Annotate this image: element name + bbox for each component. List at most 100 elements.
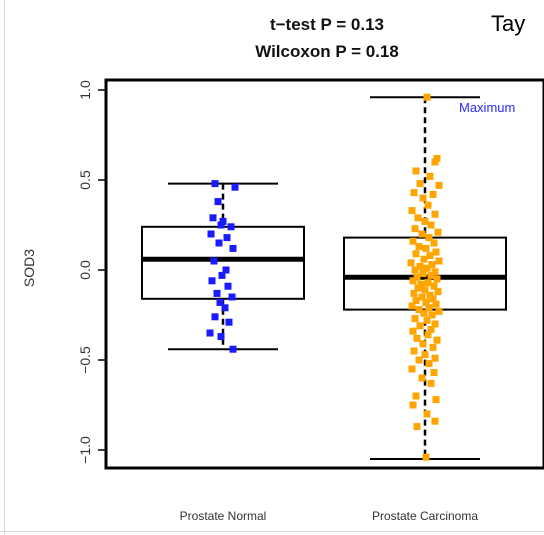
data-point: [427, 221, 435, 229]
data-point: [409, 401, 417, 409]
data-point: [409, 277, 417, 285]
data-point: [408, 365, 416, 373]
data-point: [223, 234, 231, 242]
data-point: [415, 306, 423, 314]
data-point: [427, 379, 435, 387]
data-point: [429, 343, 437, 351]
data-point: [411, 225, 419, 233]
data-point: [419, 340, 427, 348]
y-tick-label: −1.0: [77, 436, 93, 464]
box-group: [141, 182, 305, 351]
data-point: [222, 266, 230, 274]
y-tick-label: 1.0: [77, 80, 93, 100]
data-point: [412, 297, 420, 305]
data-point: [414, 284, 422, 292]
data-point: [228, 293, 236, 301]
data-point: [432, 300, 440, 308]
chart-title-line-2: Wilcoxon P = 0.18: [255, 42, 399, 61]
data-point: [413, 334, 421, 342]
data-point: [431, 268, 439, 276]
data-point: [424, 279, 432, 287]
data-point: [424, 201, 432, 209]
data-point: [435, 257, 443, 265]
data-point: [433, 154, 441, 162]
data-point: [419, 194, 427, 202]
data-point: [422, 244, 430, 252]
data-point: [422, 298, 430, 306]
data-point: [213, 289, 221, 297]
data-point: [424, 331, 432, 339]
data-point: [216, 298, 224, 306]
data-point: [426, 291, 434, 299]
data-point: [229, 244, 237, 252]
data-point: [207, 230, 215, 238]
data-point: [410, 189, 418, 197]
data-point: [418, 230, 426, 238]
data-point: [428, 261, 436, 269]
data-point: [432, 248, 440, 256]
data-point: [221, 304, 229, 312]
x-category-label: Prostate Normal: [180, 509, 267, 523]
data-point: [231, 183, 239, 191]
y-tick-label: 0.0: [77, 260, 93, 280]
x-category-label: Prostate Carcinoma: [372, 509, 478, 523]
data-point: [408, 207, 416, 215]
data-point: [425, 304, 433, 312]
data-point: [416, 180, 424, 188]
data-point: [211, 313, 219, 321]
points-layer: [206, 93, 443, 461]
data-point: [227, 223, 235, 231]
data-point: [214, 198, 222, 206]
data-point: [430, 239, 438, 247]
data-point: [409, 327, 417, 335]
data-point: [412, 392, 420, 400]
data-point: [421, 217, 429, 225]
data-point: [217, 333, 225, 341]
y-axis-ticks: −1.0 −0.5 0.0 0.5 1.0: [77, 80, 106, 464]
data-point: [427, 271, 435, 279]
data-point: [410, 289, 418, 297]
corner-text: Tay: [491, 11, 525, 36]
data-point: [426, 172, 434, 180]
data-point: [224, 282, 232, 290]
x-axis-categories: Prostate Normal Prostate Carcinoma: [180, 509, 479, 523]
data-point: [423, 93, 431, 101]
data-point: [408, 302, 416, 310]
data-point: [413, 423, 421, 431]
data-point: [413, 273, 421, 281]
y-tick-label: −0.5: [77, 346, 93, 374]
data-point: [217, 221, 225, 229]
data-point: [410, 347, 418, 355]
y-axis-label: SOD3: [21, 249, 37, 287]
data-point: [219, 217, 227, 225]
data-point: [431, 417, 439, 425]
data-point: [419, 270, 427, 278]
data-point: [431, 210, 439, 218]
data-point: [211, 180, 219, 188]
data-point: [426, 252, 434, 260]
data-point: [416, 322, 424, 330]
data-point: [411, 315, 419, 323]
data-point: [429, 295, 437, 303]
boxes-layer: [141, 96, 507, 460]
data-point: [412, 250, 420, 258]
data-point: [427, 325, 435, 333]
data-point: [412, 167, 420, 175]
data-point: [434, 288, 442, 296]
data-point: [435, 307, 443, 315]
data-point: [421, 286, 429, 294]
data-point: [415, 243, 423, 251]
data-point: [435, 181, 443, 189]
box-group: [343, 96, 507, 460]
data-point: [420, 309, 428, 317]
chart-title-line-1: t−test P = 0.13: [270, 15, 384, 34]
frame-left-border: [4, 0, 5, 535]
data-point: [430, 282, 438, 290]
data-point: [209, 214, 217, 222]
data-point: [418, 293, 426, 301]
data-point: [425, 360, 433, 368]
data-point: [425, 234, 433, 242]
data-point: [416, 262, 424, 270]
data-point: [428, 311, 436, 319]
data-point: [225, 318, 233, 326]
